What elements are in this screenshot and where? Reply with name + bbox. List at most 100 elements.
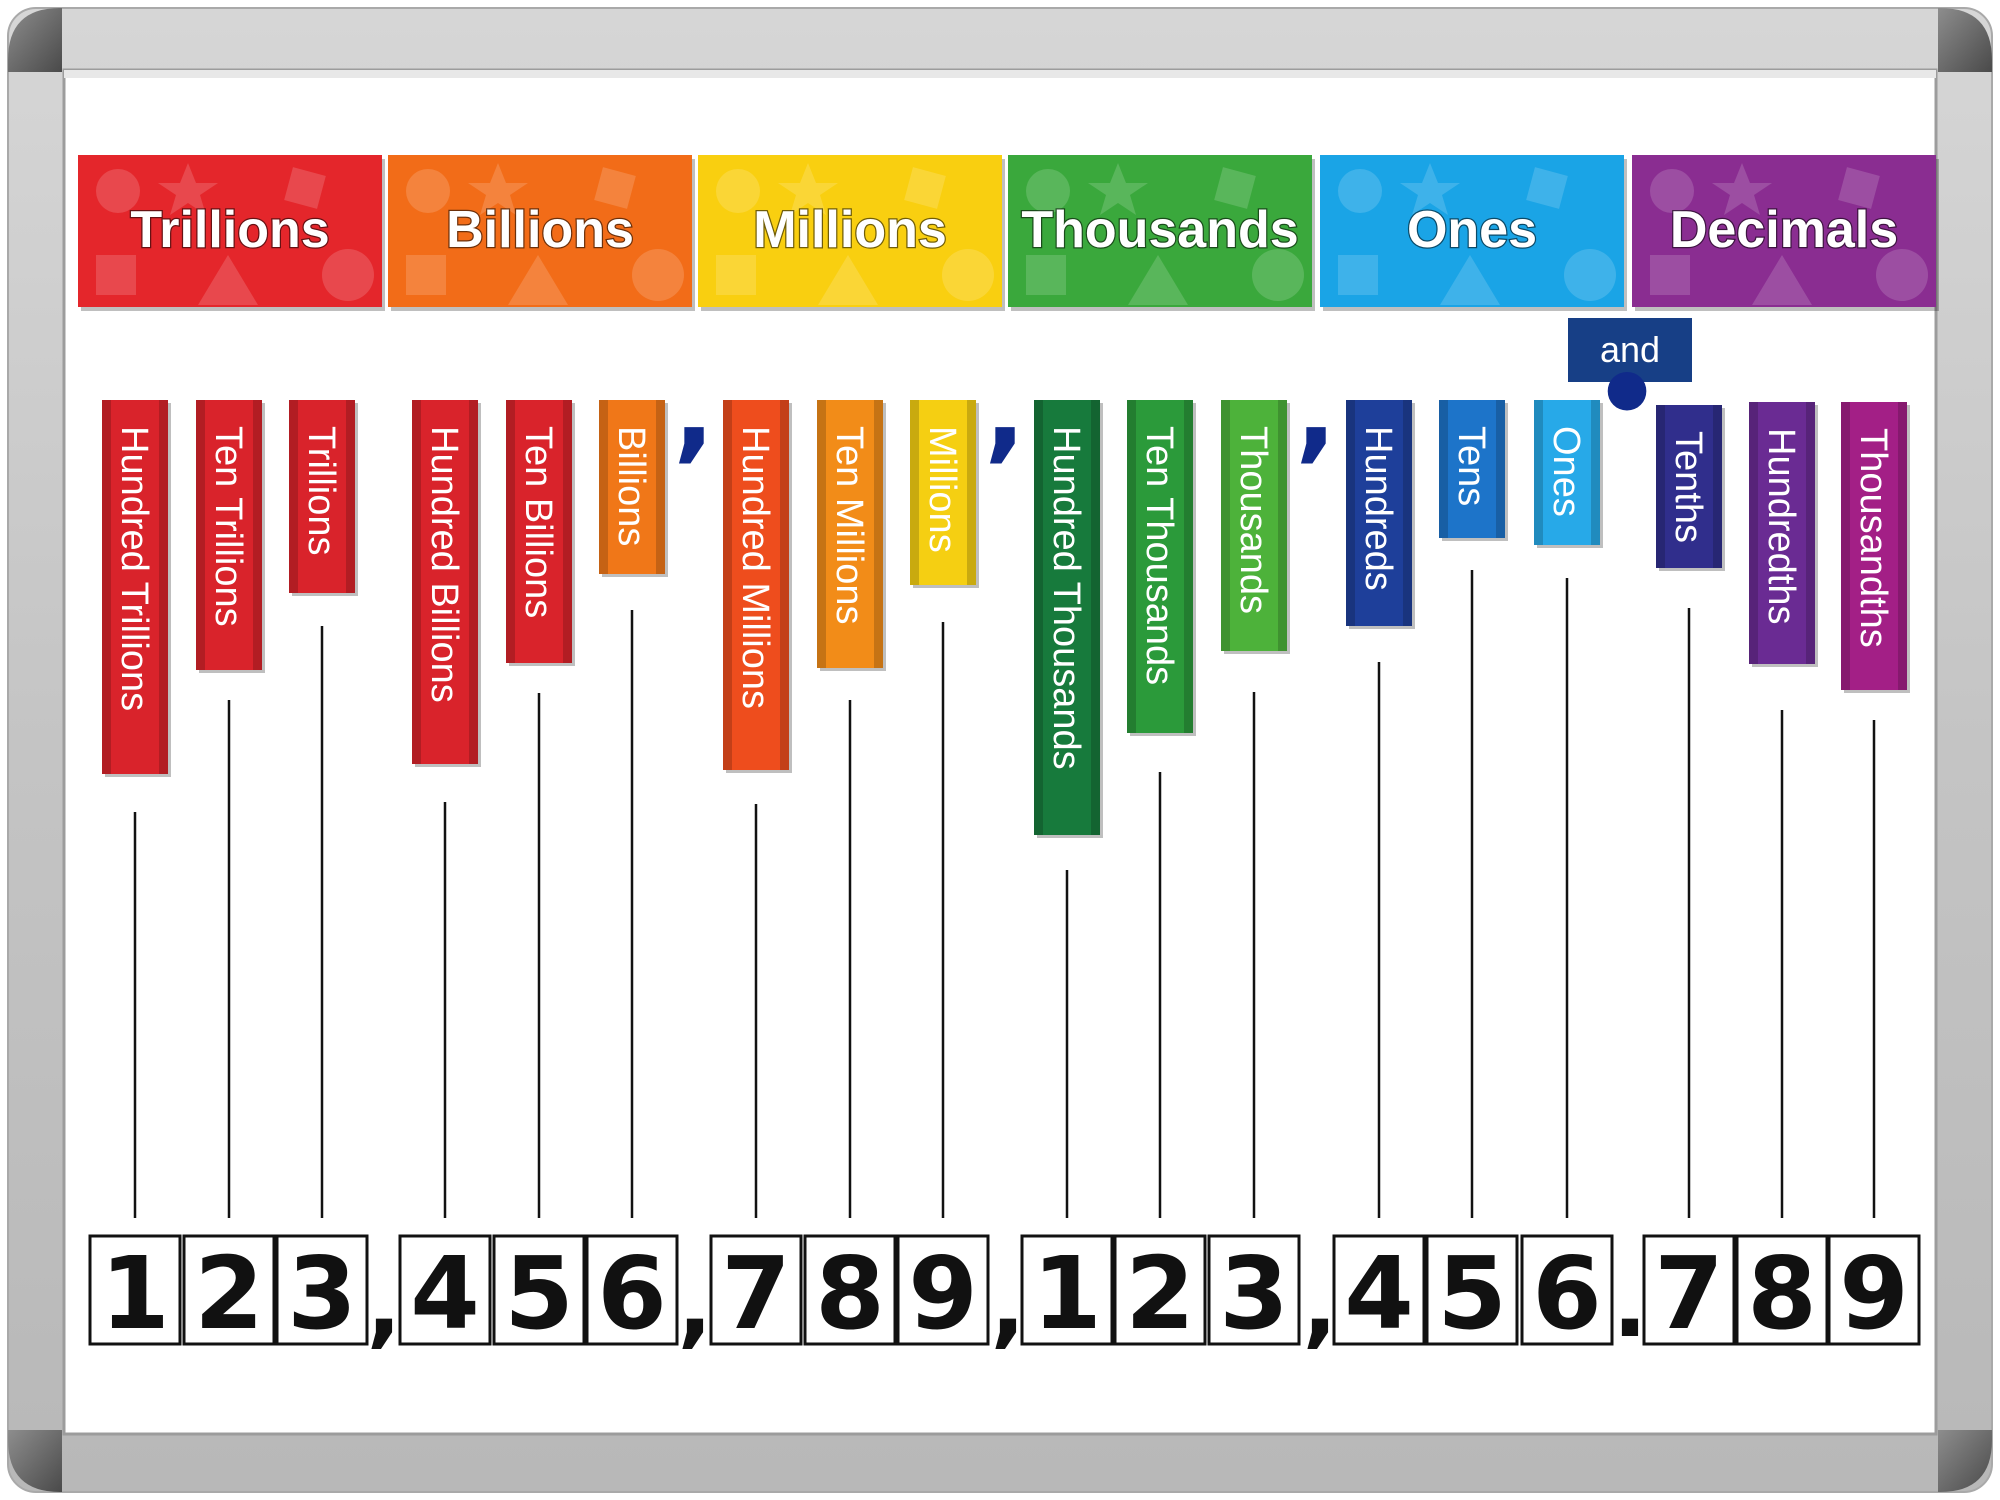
place-tag-label: Hundred Trillions: [113, 426, 155, 711]
period-header-label: Billions: [446, 201, 634, 259]
place-tag-trillions: Trillions: [289, 400, 358, 596]
digit-box: 5: [492, 1234, 586, 1352]
place-tag-ten-millions: Ten Millions: [817, 400, 886, 671]
place-tag-label: Ones: [1545, 426, 1587, 517]
digit-box: 7: [709, 1234, 803, 1352]
place-tag-billions: Billions: [599, 400, 668, 577]
digit: 7: [1654, 1235, 1724, 1352]
period-header-label: Trillions: [130, 201, 329, 259]
place-tag-tens: Tens: [1439, 400, 1508, 541]
place-tag-ten-thousands: Ten Thousands: [1127, 400, 1196, 736]
place-tag-ten-trillions: Ten Trillions: [196, 400, 265, 673]
place-tag-hundred-millions: Hundred Millions: [723, 400, 792, 773]
digit: 3: [1219, 1235, 1289, 1352]
guide-lines: [133, 570, 1876, 1218]
digit: 3: [287, 1235, 357, 1352]
place-tag-hundred-trillions: Hundred Trillions: [102, 400, 171, 777]
period-header-ones: Ones: [1320, 155, 1627, 311]
digit-box: 5: [1425, 1234, 1519, 1352]
place-tag-label: Billions: [610, 426, 652, 546]
digit: 5: [504, 1235, 574, 1352]
number-comma: ,: [678, 1251, 713, 1358]
digit: 9: [908, 1235, 978, 1352]
period-header-label: Decimals: [1670, 201, 1898, 259]
digit-box: 3: [1207, 1234, 1301, 1352]
separator-marks: ,,, •: [673, 330, 1662, 474]
period-header-label: Thousands: [1021, 201, 1298, 259]
and-label: and: [1600, 329, 1660, 370]
digit-box: 4: [398, 1234, 492, 1352]
digit: 2: [194, 1235, 264, 1352]
place-tags: Hundred Trillions Ten Trillions Trillions H…: [102, 400, 1910, 838]
digit-box: 2: [1113, 1234, 1207, 1352]
place-tag-label: Hundredths: [1760, 428, 1802, 624]
digit-box: 8: [803, 1234, 897, 1352]
digit-box: 6: [585, 1234, 679, 1352]
group-comma: ,: [984, 346, 1026, 474]
digit: 2: [1125, 1235, 1195, 1352]
period-header-label: Ones: [1407, 201, 1537, 259]
place-tag-label: Tenths: [1667, 431, 1709, 543]
period-header-millions: Millions: [698, 155, 1005, 311]
digit: 6: [597, 1235, 667, 1352]
period-header-decimals: Decimals: [1632, 155, 1939, 311]
place-tag-label: Ten Trillions: [207, 426, 249, 627]
place-tag-hundred-thousands: Hundred Thousands: [1034, 400, 1103, 838]
digit-box: 7: [1642, 1234, 1736, 1352]
digit: 1: [1032, 1235, 1102, 1352]
digit: 8: [815, 1235, 885, 1352]
period-headers: Trillions Billions Millions Thousands Ones De…: [78, 155, 1939, 311]
digit-box: 9: [1827, 1234, 1921, 1352]
group-comma: ,: [673, 346, 715, 474]
period-header-trillions: Trillions: [78, 155, 385, 311]
place-tag-thousands: Thousands: [1221, 400, 1290, 654]
place-tag-label: Hundred Millions: [734, 426, 776, 709]
digit: 6: [1532, 1235, 1602, 1352]
digit: 7: [721, 1235, 791, 1352]
place-tag-thousandths: Thousandths: [1841, 402, 1910, 693]
place-tag-label: Hundred Thousands: [1045, 426, 1087, 770]
group-comma: ,: [1295, 346, 1337, 474]
place-tag-label: Ten Billions: [517, 426, 559, 618]
place-tag-label: Tens: [1450, 426, 1492, 506]
digit-box: 6: [1520, 1234, 1614, 1352]
place-tag-ten-billions: Ten Billions: [506, 400, 575, 666]
place-tag-label: Ten Millions: [828, 426, 870, 625]
period-header-label: Millions: [753, 201, 947, 259]
digit-box: 2: [182, 1234, 276, 1352]
place-tag-label: Hundred Billions: [423, 426, 465, 703]
decimal-marker: •: [1592, 330, 1662, 458]
digit-box: 1: [1020, 1234, 1114, 1352]
period-header-billions: Billions: [388, 155, 695, 311]
digit: 5: [1437, 1235, 1507, 1352]
place-tag-label: Hundreds: [1357, 426, 1399, 591]
place-tag-hundred-billions: Hundred Billions: [412, 400, 481, 767]
digit: 8: [1747, 1235, 1817, 1352]
digit-box: 9: [896, 1234, 990, 1352]
place-tag-label: Thousands: [1232, 426, 1274, 614]
digit: 4: [410, 1235, 480, 1352]
and-tag: and: [1568, 318, 1692, 382]
decimal-point: .: [1613, 1251, 1648, 1358]
digit: 4: [1344, 1235, 1414, 1352]
digit: 1: [100, 1235, 170, 1352]
place-tag-tenths: Tenths: [1656, 405, 1725, 571]
place-tag-hundredths: Hundredths: [1749, 402, 1818, 667]
place-tag-label: Ten Thousands: [1138, 426, 1180, 685]
number-comma: ,: [1303, 1251, 1338, 1358]
digit: 9: [1839, 1235, 1909, 1352]
digit-box: 4: [1332, 1234, 1426, 1352]
place-tag-millions: Millions: [910, 400, 979, 588]
number-comma: ,: [991, 1251, 1026, 1358]
place-tag-hundreds: Hundreds: [1346, 400, 1415, 629]
digit-box: 8: [1735, 1234, 1829, 1352]
digit-box: 3: [275, 1234, 369, 1352]
and-connector: and: [1568, 318, 1692, 382]
number-display: 1 2 3 4 5 6 7 8 9 1 2 3 4 5 6 7 8 9,,,,.: [88, 1234, 1921, 1358]
place-tag-ones: Ones: [1534, 400, 1603, 548]
place-tag-label: Millions: [921, 426, 963, 553]
number-comma: ,: [367, 1251, 402, 1358]
place-tag-label: Thousandths: [1852, 428, 1894, 648]
place-tag-label: Trillions: [300, 426, 342, 556]
